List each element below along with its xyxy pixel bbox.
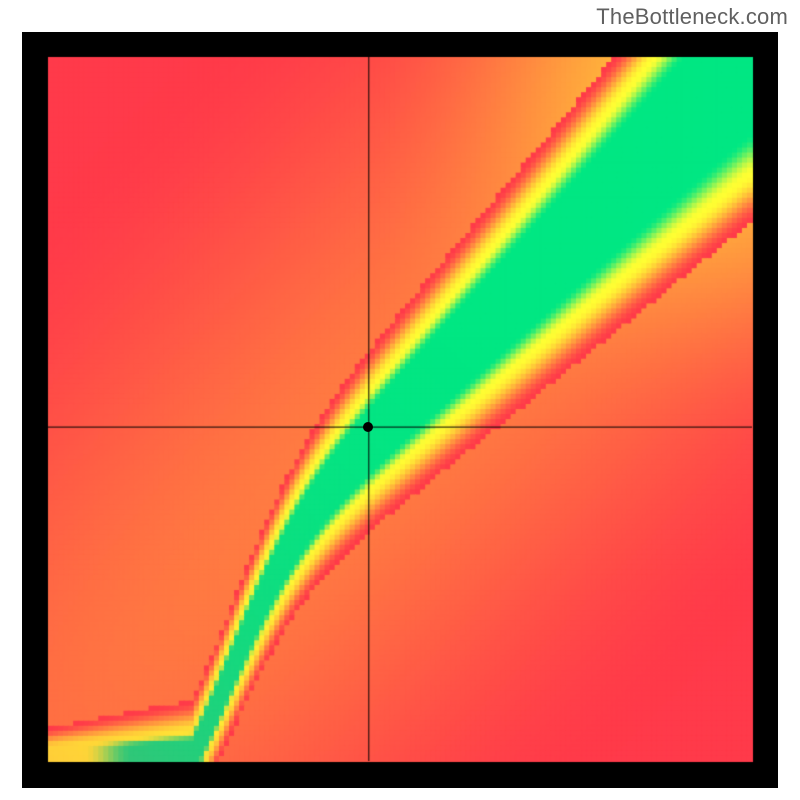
- heatmap-canvas: [22, 32, 778, 788]
- plot-region: [22, 32, 778, 788]
- attribution-text: TheBottleneck.com: [596, 4, 788, 30]
- crosshair-point: [363, 422, 373, 432]
- chart-container: TheBottleneck.com: [0, 0, 800, 800]
